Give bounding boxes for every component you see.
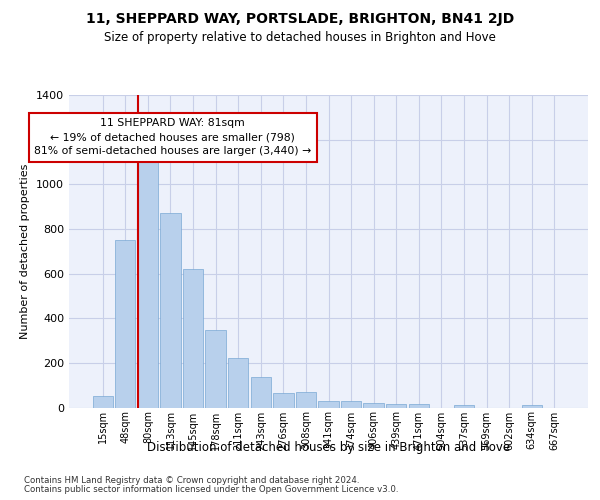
- Bar: [251, 378, 271, 408]
- Text: 11, SHEPPARD WAY, PORTSLADE, BRIGHTON, BN41 2JD: 11, SHEPPARD WAY, PORTSLADE, BRIGHTON, B…: [86, 12, 514, 26]
- Text: Contains HM Land Registry data © Crown copyright and database right 2024.: Contains HM Land Registry data © Crown c…: [24, 476, 359, 485]
- Text: Contains public sector information licensed under the Open Government Licence v3: Contains public sector information licen…: [24, 484, 398, 494]
- Bar: [296, 392, 316, 407]
- Bar: [228, 358, 248, 408]
- Bar: [409, 404, 429, 407]
- Bar: [205, 330, 226, 407]
- Bar: [92, 396, 113, 407]
- Bar: [386, 404, 406, 407]
- Bar: [364, 402, 384, 407]
- Bar: [341, 401, 361, 407]
- Bar: [183, 269, 203, 407]
- Bar: [138, 162, 158, 408]
- Bar: [454, 405, 474, 407]
- Y-axis label: Number of detached properties: Number of detached properties: [20, 164, 31, 339]
- Bar: [273, 393, 293, 407]
- Bar: [160, 214, 181, 408]
- Bar: [115, 240, 136, 408]
- Text: 11 SHEPPARD WAY: 81sqm
← 19% of detached houses are smaller (798)
81% of semi-de: 11 SHEPPARD WAY: 81sqm ← 19% of detached…: [34, 118, 311, 156]
- Text: Size of property relative to detached houses in Brighton and Hove: Size of property relative to detached ho…: [104, 31, 496, 44]
- Bar: [319, 401, 338, 407]
- Bar: [521, 405, 542, 407]
- Text: Distribution of detached houses by size in Brighton and Hove: Distribution of detached houses by size …: [147, 441, 511, 454]
